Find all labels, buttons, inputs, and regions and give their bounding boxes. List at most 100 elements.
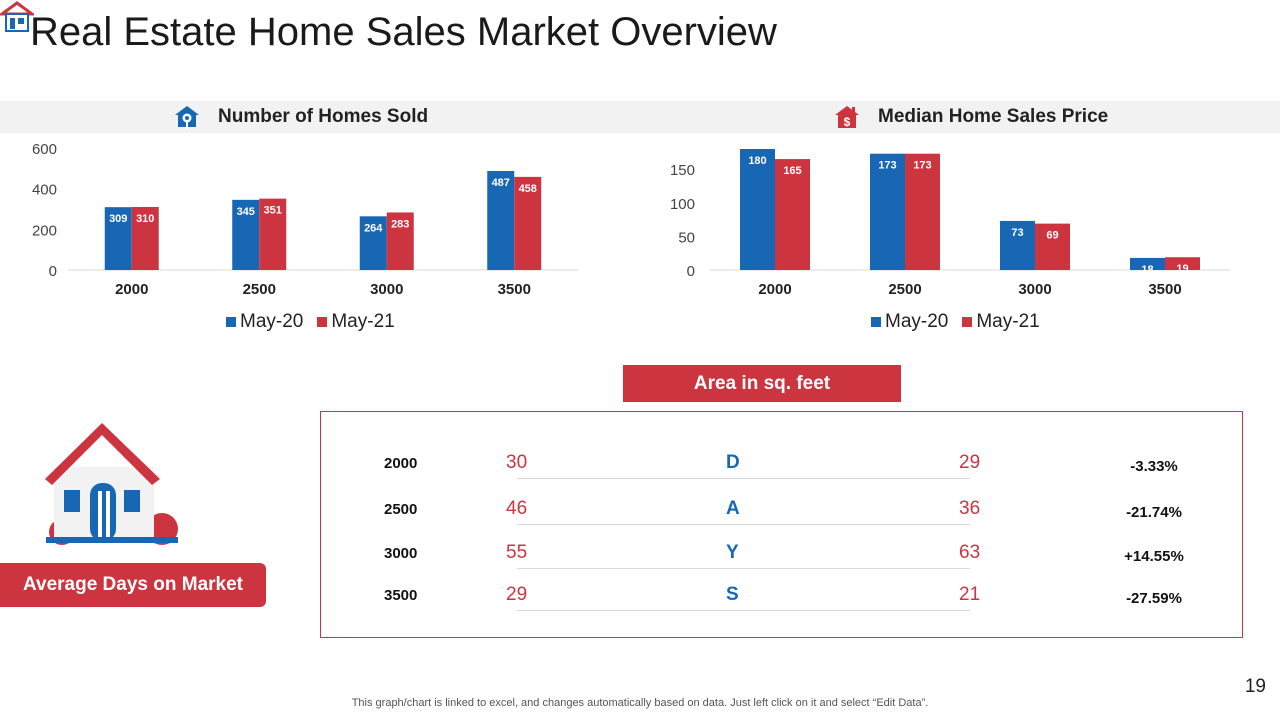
row-letter: D — [726, 452, 740, 473]
bar — [775, 159, 810, 270]
house-illustration-icon — [45, 423, 178, 545]
row-category: 3000 — [384, 545, 418, 562]
data-label: 73 — [1011, 227, 1023, 239]
homes-sold-chart: 0 200 400 600 309 310 2000 345 351 2500 264 283 3000… — [32, 141, 578, 298]
data-label: 309 — [109, 213, 127, 225]
x-tick-label: 3000 — [1018, 281, 1051, 298]
x-tick-label: 2500 — [243, 281, 276, 298]
bar — [232, 199, 260, 270]
house-logo-icon — [0, 1, 34, 32]
median-price-chart: 0 50 100 150 180 165 2000 173 173 2500 73 69 3000 18 1… — [670, 149, 1230, 298]
y-tick-label: 50 — [678, 229, 695, 246]
bar — [359, 216, 387, 270]
chart-title-median-price: Median Home Sales Price — [878, 106, 1109, 127]
row-divider — [517, 568, 970, 569]
data-label: 180 — [748, 155, 766, 167]
y-tick-label: 0 — [49, 263, 57, 280]
legend-swatch-may21 — [317, 317, 328, 327]
data-label: 345 — [237, 206, 255, 218]
row-change: -21.74% — [1126, 504, 1182, 521]
homes-sold-heading: Number of Homes Sold — [174, 101, 428, 133]
data-label: 165 — [783, 165, 801, 177]
footnote: This graph/chart is linked to excel, and… — [351, 697, 929, 709]
row-divider — [517, 478, 970, 479]
bar — [1130, 257, 1165, 270]
bar — [514, 176, 542, 270]
data-label: 173 — [913, 160, 931, 172]
row-letter: S — [726, 584, 739, 605]
row-letter: A — [726, 498, 740, 519]
homes-sold-legend: May-20 May-21 — [226, 311, 409, 333]
legend-swatch-may21 — [962, 317, 973, 327]
data-label: 310 — [136, 213, 154, 225]
data-label: 351 — [264, 205, 282, 217]
svg-text:$: $ — [844, 115, 851, 129]
house-dollar-icon: $ — [835, 106, 859, 129]
y-tick-label: 100 — [670, 196, 695, 213]
row-may20-value: 29 — [506, 584, 528, 605]
row-may21-value: 36 — [959, 498, 981, 519]
row-may20-value: 55 — [506, 542, 528, 563]
bar — [386, 212, 414, 270]
x-tick-label: 3500 — [498, 281, 531, 298]
legend-label-may21: May-21 — [331, 311, 395, 332]
median-price-legend: May-20 May-21 — [871, 311, 1054, 333]
legend-label-may21: May-21 — [976, 311, 1040, 332]
legend-swatch-may20 — [871, 317, 881, 327]
row-may20-value: 46 — [506, 498, 528, 519]
legend-label-may20: May-20 — [885, 311, 949, 332]
x-tick-label: 2000 — [758, 281, 791, 298]
legend-item-may21: May-21 — [317, 311, 395, 333]
section-band — [0, 101, 1280, 133]
bar — [870, 153, 905, 270]
bar — [259, 198, 287, 270]
bar — [131, 206, 159, 270]
row-may21-value: 63 — [959, 542, 981, 563]
y-tick-label: 150 — [670, 162, 695, 179]
average-days-on-market-badge: Average Days on Market — [0, 563, 266, 607]
legend-label-may20: May-20 — [240, 311, 304, 332]
bar — [487, 170, 515, 270]
x-tick-label: 3500 — [1148, 281, 1181, 298]
bar — [104, 207, 132, 270]
data-label: 69 — [1046, 230, 1058, 242]
x-tick-label: 3000 — [370, 281, 403, 298]
table-row: 3500 29 S 21 -27.59% — [321, 582, 1244, 612]
row-category: 3500 — [384, 587, 418, 604]
y-tick-label: 400 — [32, 182, 57, 199]
page-title: Real Estate Home Sales Market Overview — [30, 10, 777, 54]
y-tick-label: 0 — [687, 263, 695, 280]
bar — [905, 153, 940, 270]
bar — [1035, 223, 1070, 270]
bar — [1000, 220, 1035, 270]
bar — [1165, 257, 1200, 270]
area-table: 2000 30 D 29 -3.33% 2500 46 A 36 -21.74%… — [320, 411, 1243, 638]
data-label: 173 — [878, 160, 896, 172]
x-tick-label: 2500 — [888, 281, 921, 298]
data-label: 18 — [1141, 264, 1153, 276]
row-divider — [517, 610, 970, 611]
bar — [740, 149, 775, 270]
table-row: 2500 46 A 36 -21.74% — [321, 496, 1244, 526]
row-may21-value: 29 — [959, 452, 981, 473]
table-row: 3000 55 Y 63 +14.55% — [321, 540, 1244, 570]
row-change: -27.59% — [1126, 590, 1182, 607]
legend-item-may20: May-20 — [871, 311, 948, 333]
row-category: 2000 — [384, 455, 418, 472]
x-tick-label: 2000 — [115, 281, 148, 298]
legend-item-may20: May-20 — [226, 311, 303, 333]
row-may20-value: 30 — [506, 452, 528, 473]
y-tick-label: 200 — [32, 222, 57, 239]
row-change: +14.55% — [1124, 548, 1184, 565]
row-change: -3.33% — [1130, 458, 1178, 475]
data-label: 283 — [391, 218, 409, 230]
area-header-banner: Area in sq. feet — [623, 365, 901, 402]
legend-swatch-may20 — [226, 317, 236, 327]
y-tick-label: 600 — [32, 141, 57, 158]
median-price-heading: $ Median Home Sales Price — [834, 101, 1108, 133]
data-label: 19 — [1176, 263, 1188, 275]
chart-title-homes-sold: Number of Homes Sold — [218, 106, 429, 127]
table-row: 2000 30 D 29 -3.33% — [321, 450, 1244, 480]
house-location-icon — [175, 106, 199, 129]
data-label: 458 — [519, 183, 537, 195]
